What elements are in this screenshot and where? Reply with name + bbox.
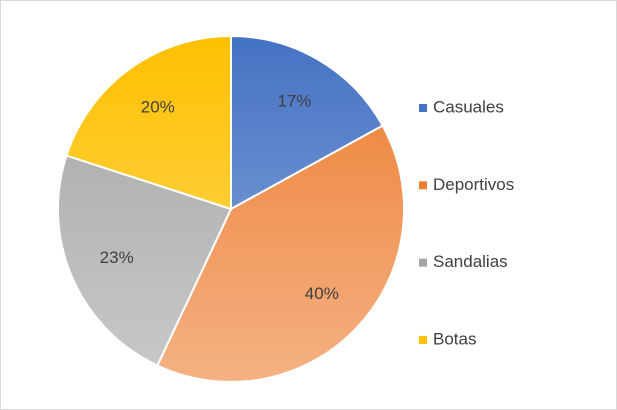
legend-label: Botas bbox=[433, 329, 476, 348]
data-label: 40% bbox=[305, 284, 339, 303]
legend-label: Deportivos bbox=[433, 175, 514, 194]
legend-marker bbox=[419, 335, 427, 344]
legend-label: Sandalias bbox=[433, 252, 508, 271]
pie-slice bbox=[156, 124, 405, 383]
pie-slice bbox=[57, 154, 233, 367]
legend-label: Casuales bbox=[433, 97, 504, 116]
data-label: 17% bbox=[277, 91, 311, 110]
legend-marker bbox=[419, 258, 427, 267]
pie-slice bbox=[65, 34, 232, 211]
legend-marker bbox=[419, 104, 427, 112]
pie-slice bbox=[230, 34, 384, 211]
legend-marker bbox=[419, 181, 427, 190]
data-label: 20% bbox=[141, 98, 175, 117]
data-label: 23% bbox=[100, 248, 134, 267]
